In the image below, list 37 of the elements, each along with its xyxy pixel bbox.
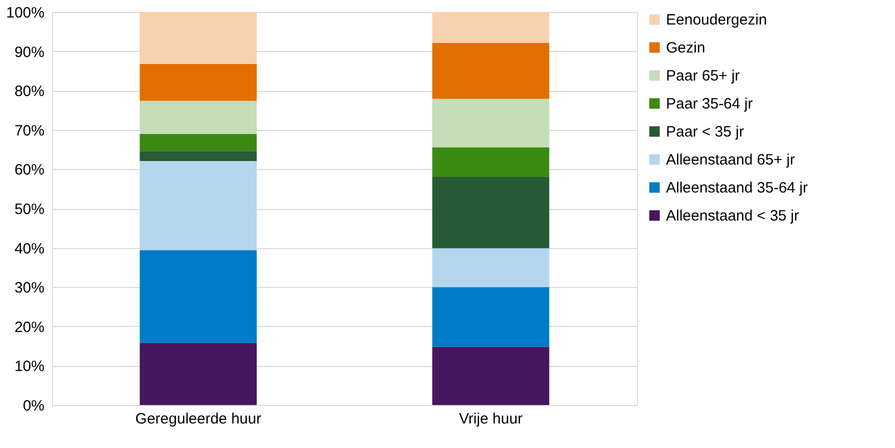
bar xyxy=(140,134,257,152)
bar xyxy=(140,151,257,161)
bar xyxy=(140,12,257,64)
legend-label: Alleenstaand < 35 jr xyxy=(666,208,800,224)
y-tick-label: 70% xyxy=(14,122,44,140)
bar xyxy=(140,342,257,405)
y-tick-label: 10% xyxy=(14,358,44,376)
y-tick-label: 50% xyxy=(14,201,44,218)
y-tick-label: 90% xyxy=(14,44,44,61)
y-tick-label: 20% xyxy=(14,318,44,336)
legend-label: Alleenstaand 35-64 jr xyxy=(666,180,808,196)
bar xyxy=(432,43,550,99)
x-tick-label: Gereguleerde huur xyxy=(135,410,262,428)
bar xyxy=(432,346,550,405)
bar xyxy=(140,64,257,101)
bar xyxy=(432,248,550,288)
legend-label: Paar 35-64 jr xyxy=(666,96,753,112)
bar xyxy=(432,12,550,44)
y-tick-label: 60% xyxy=(14,162,44,179)
legend-label: Gezin xyxy=(666,40,706,56)
legend-label: Alleenstaand 65+ jr xyxy=(666,152,795,168)
legend-label: Paar < 35 jr xyxy=(666,124,744,140)
bar xyxy=(140,250,257,343)
bar xyxy=(140,160,257,250)
y-tick-label: 100% xyxy=(6,4,44,22)
bar xyxy=(432,177,550,248)
bar xyxy=(432,98,550,148)
bar xyxy=(140,100,257,134)
legend-label: Eenoudergezin xyxy=(666,12,767,28)
y-tick-label: 80% xyxy=(14,83,44,100)
y-tick-label: 30% xyxy=(14,280,44,297)
y-tick-label: 0% xyxy=(22,398,44,414)
bar xyxy=(432,287,550,347)
legend-label: Paar 65+ jr xyxy=(666,68,740,84)
x-tick-label: Vrije huur xyxy=(458,410,523,428)
y-tick-label: 40% xyxy=(14,240,44,258)
bar xyxy=(432,147,550,178)
